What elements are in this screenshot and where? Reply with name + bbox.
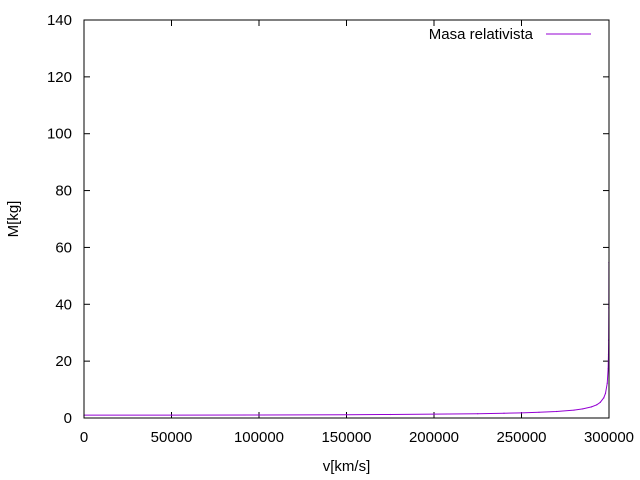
- y-tick-label: 140: [47, 12, 72, 29]
- y-axis-label: M[kg]: [5, 201, 22, 238]
- x-tick-label: 0: [80, 429, 88, 446]
- x-axis: 0 50000 100000 150000 200000 250000 300000: [80, 20, 634, 446]
- data-point: [538, 411, 540, 413]
- data-point: [607, 368, 609, 370]
- data-point: [258, 414, 260, 416]
- x-axis-label: v[km/s]: [323, 458, 371, 475]
- legend: Masa relativista: [429, 26, 591, 43]
- data-point: [596, 404, 598, 406]
- x-tick-label: 300000: [584, 429, 634, 446]
- y-tick-label: 20: [55, 353, 72, 370]
- legend-label-masa-relativista: Masa relativista: [429, 26, 534, 43]
- data-point: [477, 413, 479, 415]
- data-point: [590, 406, 593, 408]
- data-point: [604, 392, 607, 394]
- data-point: [582, 408, 584, 410]
- x-tick-label: 200000: [409, 429, 459, 446]
- data-point: [603, 397, 605, 399]
- x-tick-label: 100000: [234, 429, 284, 446]
- y-tick-label: 0: [64, 410, 72, 427]
- y-tick-label: 100: [47, 126, 72, 143]
- data-point: [433, 413, 435, 415]
- data-point: [389, 413, 391, 416]
- series-line-masa-relativista: [83, 262, 610, 416]
- data-point: [555, 410, 558, 413]
- data-point: [573, 409, 575, 411]
- x-tick-label: 50000: [151, 429, 193, 446]
- y-tick-label: 40: [55, 296, 72, 313]
- x-tick-label: 150000: [321, 429, 371, 446]
- y-tick-label: 80: [55, 183, 72, 200]
- data-point: [170, 414, 173, 416]
- data-point: [503, 412, 505, 414]
- data-point: [599, 401, 601, 403]
- data-point: [520, 412, 523, 414]
- x-tick-label: 250000: [496, 429, 546, 446]
- data-point: [345, 414, 348, 416]
- plot-frame: [83, 19, 610, 419]
- y-axis: 0 20 40 60 80 100 120 140: [47, 12, 609, 427]
- data-point: [606, 382, 608, 384]
- y-tick-label: 120: [47, 69, 72, 86]
- y-tick-label: 60: [55, 239, 72, 256]
